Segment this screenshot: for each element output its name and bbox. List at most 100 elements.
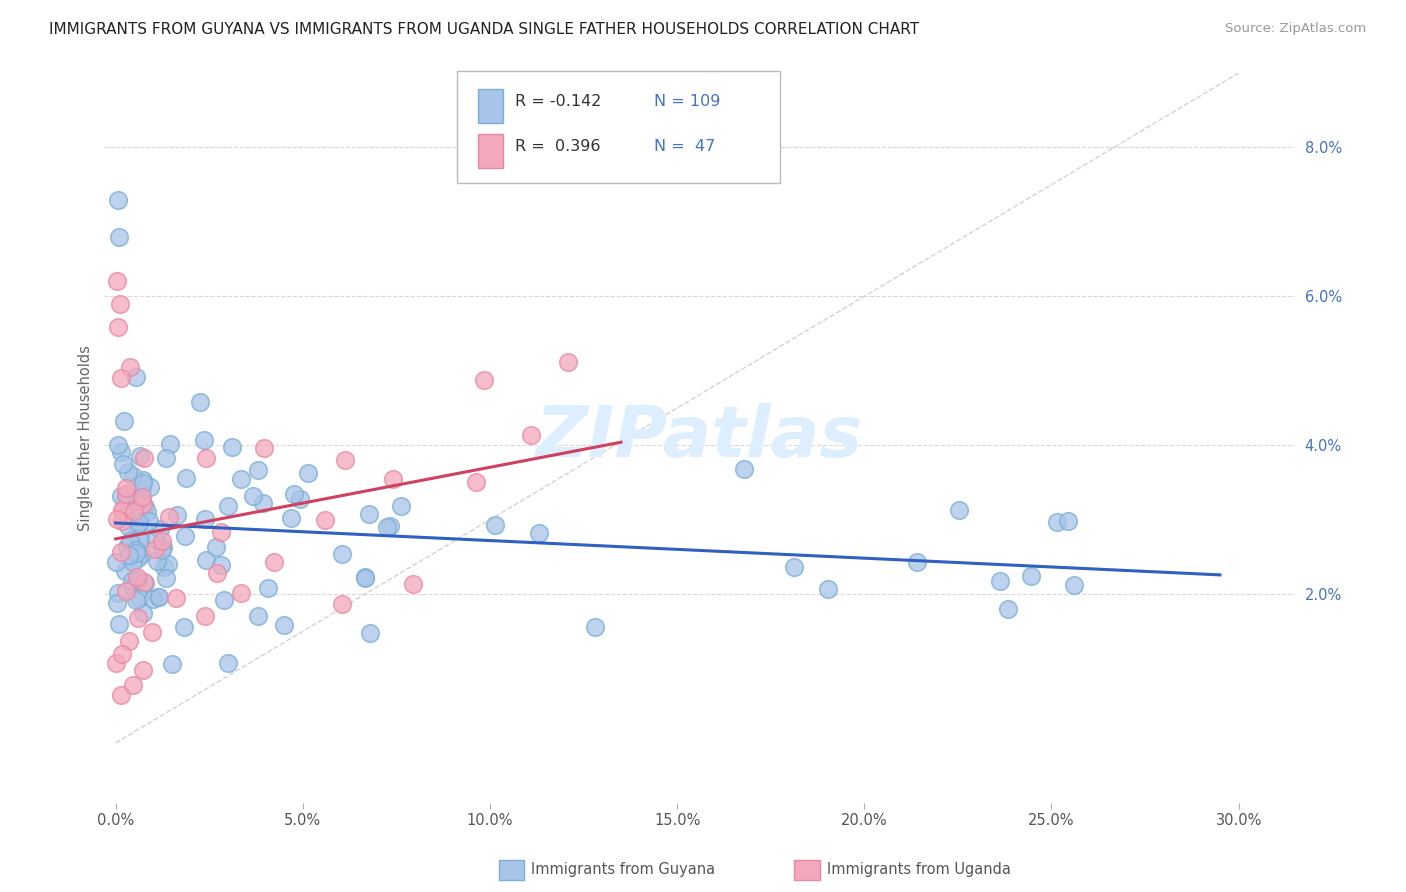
Point [108,616,131,631]
Point [127,574,149,588]
Point [288,491,311,506]
Point [173,529,195,543]
Point [117,518,139,533]
Point [111,503,134,517]
Point [105,512,128,526]
Text: Immigrants from Uganda: Immigrants from Uganda [827,863,1011,877]
Point [128,450,150,464]
Point [117,540,139,554]
Point [128,591,150,606]
Point [391,499,413,513]
Point [159,437,181,451]
Point [402,577,425,591]
Point [127,570,149,584]
Point [128,531,150,545]
Point [353,570,375,584]
Point [152,541,174,555]
Point [263,556,285,570]
Point [194,553,217,567]
Text: IMMIGRANTS FROM GUYANA VS IMMIGRANTS FROM UGANDA SINGLE FATHER HOUSEHOLDS CORREL: IMMIGRANTS FROM GUYANA VS IMMIGRANTS FRO… [49,22,920,37]
Point [354,571,377,585]
Point [188,395,211,409]
Text: N = 109: N = 109 [654,95,720,109]
Point [132,450,155,465]
Point [817,582,839,596]
Point [111,647,134,661]
Point [111,514,134,528]
Point [118,533,141,548]
Point [229,472,252,486]
Point [148,590,170,604]
Point [529,526,551,541]
Point [484,517,506,532]
Point [122,555,145,569]
Point [1057,514,1080,528]
Point [194,608,217,623]
Point [583,620,606,634]
Point [132,575,155,590]
Point [118,548,141,562]
Point [155,450,177,465]
Point [110,688,132,702]
Point [1019,569,1042,583]
Point [997,601,1019,615]
Point [359,507,381,521]
Point [783,559,806,574]
Point [156,557,179,571]
Point [114,488,136,502]
Point [283,486,305,500]
Point [217,499,239,513]
Point [118,360,141,375]
Point [136,505,159,519]
Point [107,320,129,334]
Point [209,524,232,539]
Point [125,543,148,558]
Point [134,576,156,591]
Point [121,574,143,589]
Point [122,580,145,594]
Point [122,503,145,517]
Point [128,516,150,530]
Point [375,520,398,534]
Point [733,461,755,475]
Point [110,489,132,503]
Point [246,608,269,623]
Point [132,663,155,677]
Text: N =  47: N = 47 [654,139,716,153]
Point [114,564,136,578]
Point [127,517,149,532]
Point [112,457,135,471]
Point [217,657,239,671]
Point [132,606,155,620]
Point [519,428,541,442]
Point [150,533,173,548]
Text: R = -0.142: R = -0.142 [515,95,600,109]
Point [134,500,156,515]
Point [212,592,235,607]
Point [111,503,134,517]
Point [252,496,274,510]
Point [1063,577,1085,591]
Point [114,493,136,508]
Point [229,586,252,600]
Point [204,540,226,554]
Point [378,519,401,533]
Point [118,634,141,648]
Point [149,522,172,536]
Point [330,547,353,561]
Point [105,596,128,610]
Point [121,678,143,692]
Point [107,586,129,600]
Point [125,545,148,559]
Point [117,465,139,479]
Point [110,545,132,559]
Point [155,571,177,585]
Point [150,543,173,558]
Point [297,466,319,480]
Point [107,438,129,452]
Text: ZIPatlas: ZIPatlas [536,403,863,472]
Point [152,560,174,574]
Point [132,497,155,511]
Point [110,444,132,458]
Point [465,475,488,489]
